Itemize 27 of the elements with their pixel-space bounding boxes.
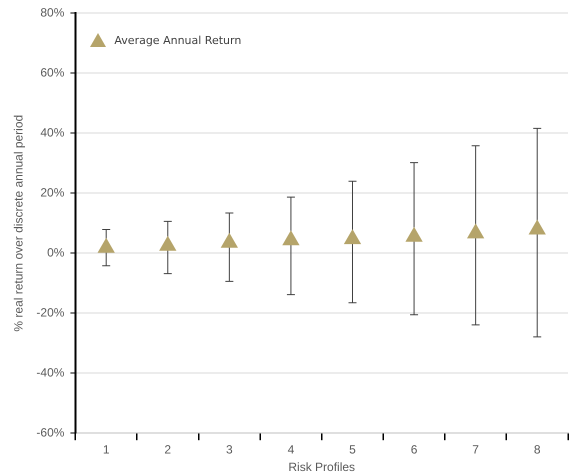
point [98, 238, 115, 253]
point [282, 230, 300, 246]
x-tick-label: 5 [349, 442, 356, 457]
y-axis-title: % real return over discrete annual period [12, 114, 26, 332]
point [466, 223, 484, 238]
x-tick-label: 8 [534, 442, 541, 457]
x-tick-label: 2 [164, 442, 172, 457]
x-axis-title: Risk Profiles [288, 460, 356, 474]
x-tick-label: 6 [410, 442, 418, 457]
y-tick-label: 60% [40, 66, 65, 80]
y-tick-label: 80% [40, 6, 65, 20]
point [220, 232, 238, 248]
point [344, 229, 362, 244]
y-tick-label: -60% [36, 426, 65, 440]
point [159, 236, 176, 251]
x-tick-label: 3 [226, 442, 234, 457]
x-tick-label: 4 [288, 442, 295, 457]
point [405, 226, 423, 242]
x-tick-label: 7 [472, 442, 480, 457]
y-tick-label: -20% [36, 306, 65, 320]
y-tick-label: -40% [36, 366, 65, 380]
x-tick-label: 1 [102, 442, 110, 457]
legend-label: Average Annual Return [114, 34, 242, 47]
y-tick-label: 0% [47, 246, 65, 260]
y-tick-label: 40% [40, 126, 65, 140]
point [528, 220, 546, 234]
y-tick-label: 20% [40, 186, 65, 200]
